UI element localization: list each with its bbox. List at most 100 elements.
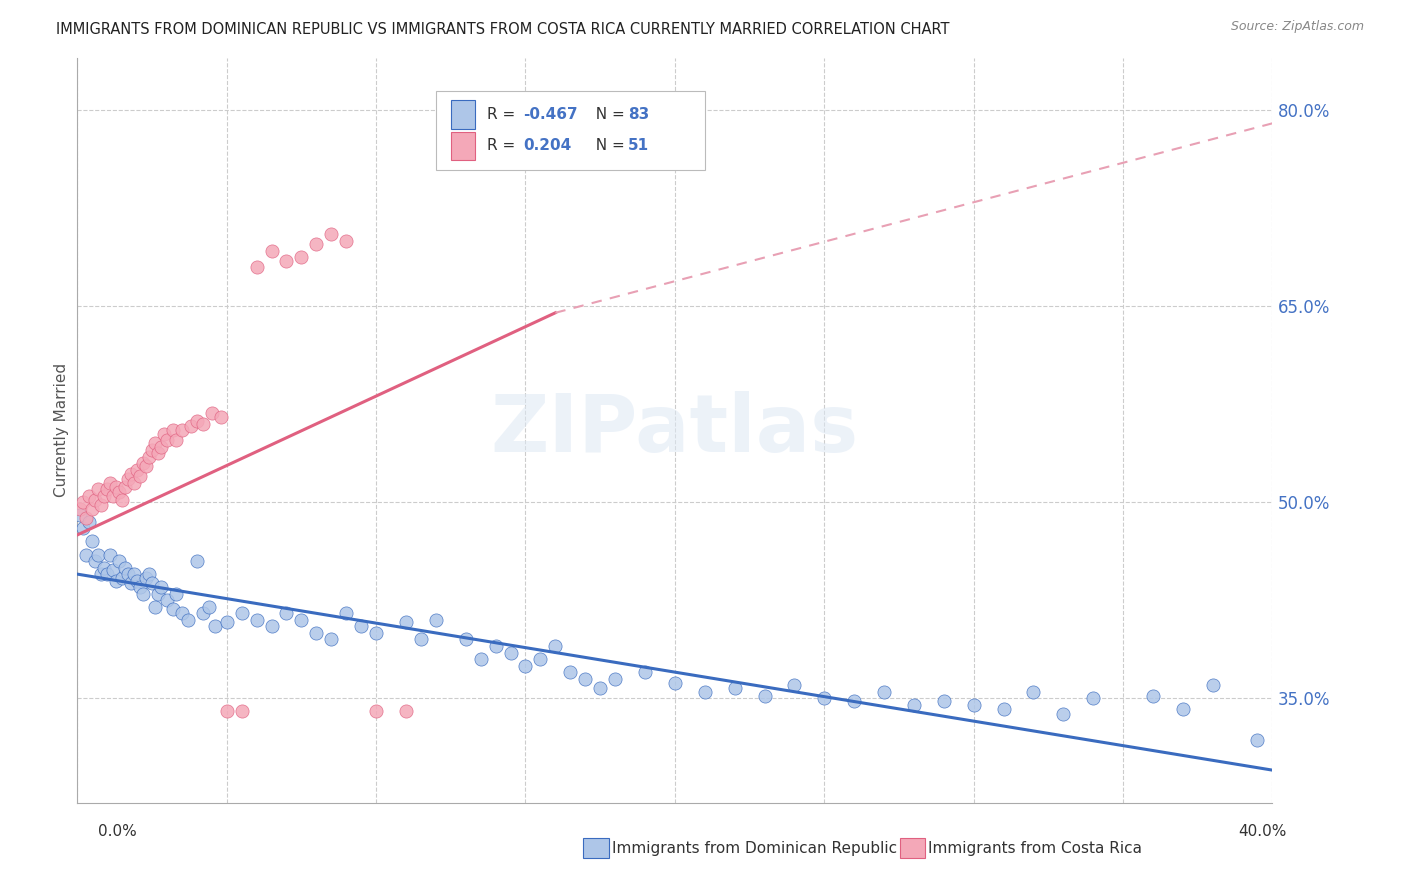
Point — [108, 554, 131, 568]
Point — [903, 698, 925, 712]
Point — [150, 441, 173, 455]
Point — [127, 462, 149, 476]
Point — [215, 704, 238, 718]
Point — [560, 665, 582, 680]
Point — [290, 250, 312, 264]
Text: N =: N = — [586, 107, 630, 122]
Text: Immigrants from Costa Rica: Immigrants from Costa Rica — [928, 841, 1142, 855]
Point — [335, 234, 357, 248]
Point — [1202, 678, 1225, 692]
Point — [634, 665, 657, 680]
Text: R =: R = — [488, 107, 520, 122]
Text: Immigrants from Dominican Republic: Immigrants from Dominican Republic — [612, 841, 897, 855]
Point — [454, 632, 477, 647]
Point — [120, 467, 142, 481]
Point — [305, 236, 328, 251]
Point — [605, 672, 627, 686]
Text: N =: N = — [586, 138, 630, 153]
Point — [260, 619, 283, 633]
Point — [335, 607, 357, 621]
Point — [215, 615, 238, 630]
Point — [135, 571, 157, 585]
Text: Source: ZipAtlas.com: Source: ZipAtlas.com — [1230, 20, 1364, 33]
Text: 0.204: 0.204 — [523, 138, 571, 153]
Point — [96, 567, 118, 582]
Y-axis label: Currently Married: Currently Married — [53, 363, 69, 498]
Point — [69, 508, 91, 523]
Point — [395, 615, 418, 630]
Point — [544, 639, 567, 653]
Point — [162, 423, 184, 437]
Point — [963, 698, 986, 712]
Point — [170, 423, 193, 437]
Point — [143, 436, 166, 450]
Point — [132, 587, 155, 601]
Point — [366, 704, 388, 718]
Point — [1022, 684, 1045, 698]
Point — [111, 492, 134, 507]
Point — [146, 587, 169, 601]
Point — [75, 511, 97, 525]
Point — [993, 702, 1015, 716]
Point — [209, 410, 232, 425]
Point — [395, 704, 418, 718]
Point — [754, 689, 776, 703]
Point — [1142, 689, 1164, 703]
Point — [1246, 733, 1268, 747]
Point — [120, 576, 142, 591]
Point — [165, 587, 187, 601]
Point — [138, 450, 160, 464]
Text: 40.0%: 40.0% — [1239, 824, 1286, 838]
Point — [873, 684, 896, 698]
Point — [141, 576, 163, 591]
Point — [276, 607, 298, 621]
Point — [84, 492, 107, 507]
Point — [783, 678, 806, 692]
Point — [143, 599, 166, 614]
Point — [276, 253, 298, 268]
Point — [246, 260, 269, 274]
Text: R =: R = — [488, 138, 526, 153]
Point — [191, 607, 214, 621]
Point — [664, 675, 686, 690]
Point — [98, 548, 121, 562]
Point — [90, 567, 112, 582]
Point — [122, 475, 145, 490]
Point — [724, 681, 747, 695]
Point — [103, 489, 124, 503]
Point — [191, 417, 214, 431]
Point — [82, 501, 104, 516]
Text: 0.0%: 0.0% — [98, 824, 138, 838]
Point — [122, 567, 145, 582]
Point — [470, 652, 492, 666]
Point — [103, 563, 124, 577]
Point — [111, 571, 134, 585]
Point — [93, 560, 115, 574]
Point — [844, 694, 866, 708]
Point — [1083, 691, 1105, 706]
Point — [350, 619, 373, 633]
Point — [146, 445, 169, 459]
Point — [204, 619, 226, 633]
Point — [186, 414, 208, 428]
Point — [201, 406, 224, 420]
Point — [117, 567, 139, 582]
Point — [87, 548, 110, 562]
Point — [105, 574, 128, 588]
Point — [180, 419, 202, 434]
Point — [321, 632, 343, 647]
Point — [485, 639, 508, 653]
Text: IMMIGRANTS FROM DOMINICAN REPUBLIC VS IMMIGRANTS FROM COSTA RICA CURRENTLY MARRI: IMMIGRANTS FROM DOMINICAN REPUBLIC VS IM… — [56, 22, 949, 37]
Text: 83: 83 — [628, 107, 650, 122]
Point — [197, 599, 219, 614]
Point — [290, 613, 312, 627]
Point — [93, 489, 115, 503]
Point — [129, 469, 152, 483]
Point — [260, 244, 283, 259]
Text: 51: 51 — [628, 138, 650, 153]
Point — [72, 495, 94, 509]
Point — [69, 501, 91, 516]
Point — [108, 484, 131, 499]
Point — [177, 613, 200, 627]
Point — [84, 554, 107, 568]
